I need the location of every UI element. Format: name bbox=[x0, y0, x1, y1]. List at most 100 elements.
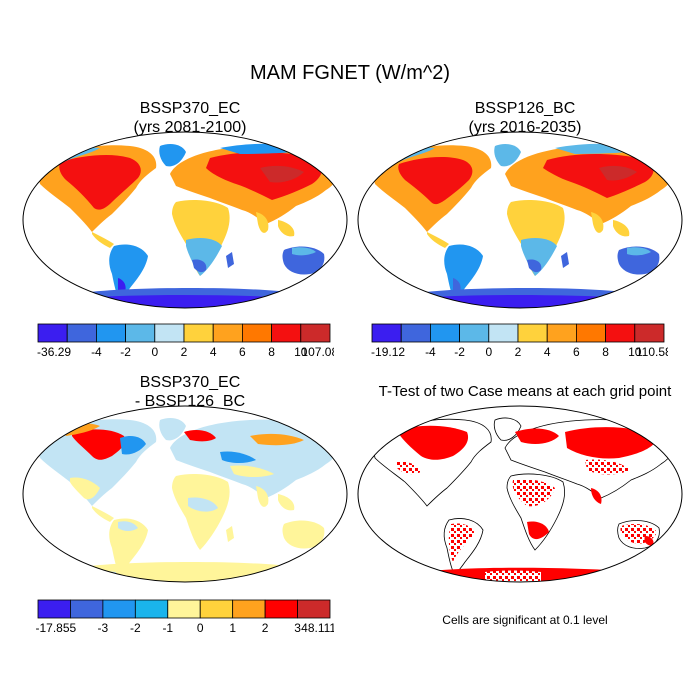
colorbar-label: -1 bbox=[162, 621, 173, 635]
panel-3-colorbar-boxes bbox=[37, 599, 331, 619]
colorbar-box bbox=[488, 323, 519, 343]
colorbar-box bbox=[575, 323, 606, 343]
panel-1-title: BSSP370_EC (yrs 2081-2100) bbox=[50, 99, 330, 137]
colorbar-label: 1 bbox=[229, 621, 236, 635]
panel-4-note: Cells are significant at 0.1 level bbox=[442, 613, 608, 627]
p2-australia-north bbox=[627, 247, 651, 256]
colorbar-box bbox=[271, 323, 302, 343]
panel-4-map bbox=[357, 405, 683, 583]
p3-se-asia bbox=[278, 494, 295, 511]
colorbar-label: 6 bbox=[573, 345, 580, 359]
colorbar-label: 0 bbox=[151, 345, 158, 359]
p2-india bbox=[591, 212, 604, 233]
p4-sig-africa bbox=[512, 479, 555, 507]
panel-3-map bbox=[22, 405, 348, 583]
p3-africa bbox=[172, 474, 230, 550]
colorbar-box bbox=[212, 323, 243, 343]
colorbar-label: 0 bbox=[485, 345, 492, 359]
p3-madagascar bbox=[226, 526, 234, 542]
p1-antarctica-violet bbox=[80, 295, 300, 308]
panel-2-colorbar-boxes bbox=[371, 323, 665, 343]
colorbar-box bbox=[37, 323, 68, 343]
p2-antarctica-violet bbox=[415, 295, 635, 308]
panel-2-map bbox=[357, 131, 683, 309]
colorbar-box bbox=[634, 323, 665, 343]
panel-3-colorbar: -17.855 -3 -2 -1 0 1 2 3 48.111 bbox=[35, 599, 334, 635]
colorbar-label: -19.12 bbox=[371, 345, 405, 359]
p4-sig-asia2 bbox=[585, 459, 631, 475]
panel-3-title: BSSP370_EC - BSSP126_BC bbox=[50, 373, 330, 411]
colorbar-label: 110.58 bbox=[636, 345, 668, 359]
colorbar-box bbox=[605, 323, 636, 343]
p4-sig-sa bbox=[448, 523, 475, 562]
panel-3-title-line1: BSSP370_EC bbox=[139, 374, 241, 391]
p4-sig-na bbox=[399, 425, 469, 460]
colorbar-label: 2 bbox=[262, 621, 269, 635]
p2-eurasia-dark bbox=[599, 165, 637, 181]
p3-na-south bbox=[70, 477, 100, 500]
panel-3-title-line2: - BSSP126_BC bbox=[134, 393, 246, 410]
p4-coastlines bbox=[372, 417, 675, 577]
p2-central-america bbox=[427, 232, 449, 248]
colorbar-box bbox=[232, 599, 266, 619]
panel-4-title: T-Test of two Case means at each grid po… bbox=[378, 383, 672, 400]
p2-africa-deep bbox=[527, 259, 542, 273]
p3-na-red bbox=[72, 429, 126, 460]
panel-2-title: BSSP126_BC (yrs 2016-2035) bbox=[385, 99, 665, 137]
p3-na-blue bbox=[120, 436, 146, 455]
p4-sig-aus2 bbox=[644, 536, 654, 546]
colorbar-label: -36.29 bbox=[37, 345, 71, 359]
colorbar-box bbox=[66, 323, 97, 343]
p4-sig-eu bbox=[515, 428, 559, 444]
colorbar-label: 8 bbox=[602, 345, 609, 359]
p2-greenland bbox=[494, 144, 521, 167]
panel-3-colorbar-labels: -17.855 -3 -2 -1 0 1 2 3 48.111 bbox=[35, 621, 334, 635]
colorbar-box bbox=[459, 323, 490, 343]
colorbar-label: 2 bbox=[181, 345, 188, 359]
colorbar-box bbox=[297, 599, 331, 619]
colorbar-label: -3 bbox=[98, 621, 109, 635]
colorbar-box bbox=[199, 599, 234, 619]
colorbar-box bbox=[125, 323, 156, 343]
colorbar-box bbox=[70, 599, 104, 619]
colorbar-label: -4 bbox=[91, 345, 102, 359]
p4-sig-asia bbox=[565, 427, 659, 459]
colorbar-label: -2 bbox=[454, 345, 465, 359]
p1-india bbox=[256, 212, 269, 233]
p1-central-america bbox=[92, 232, 114, 248]
colorbar-box bbox=[134, 599, 169, 619]
p2-na-red bbox=[398, 157, 473, 205]
p3-africa-blue bbox=[188, 497, 218, 512]
p1-se-asia bbox=[278, 220, 295, 237]
colorbar-box bbox=[517, 323, 548, 343]
p2-africa bbox=[507, 200, 565, 276]
p1-australia-north bbox=[292, 247, 316, 256]
p2-madagascar bbox=[561, 252, 569, 268]
colorbar-label: 0 bbox=[197, 621, 204, 635]
p3-eurasia-yellow bbox=[230, 465, 274, 477]
p3-greenland bbox=[159, 418, 186, 441]
colorbar-label: -17.855 bbox=[35, 621, 76, 635]
colorbar-label: 6 bbox=[239, 345, 246, 359]
p4-sig-india bbox=[591, 488, 602, 504]
colorbar-box bbox=[102, 599, 136, 619]
colorbar-label: -2 bbox=[130, 621, 141, 635]
panel-2-title-line2: (yrs 2016-2035) bbox=[468, 119, 582, 136]
colorbar-box bbox=[300, 323, 331, 343]
p1-greenland bbox=[159, 144, 186, 167]
colorbar-box bbox=[154, 323, 185, 343]
panel-1-map bbox=[22, 131, 348, 309]
p3-india bbox=[256, 486, 269, 507]
p1-eurasia-dark bbox=[260, 165, 304, 183]
p1-madagascar bbox=[226, 252, 234, 268]
colorbar-box bbox=[546, 323, 577, 343]
panel-2-title-line1: BSSP126_BC bbox=[474, 100, 576, 117]
p3-eurasia-red bbox=[184, 430, 216, 442]
colorbar-box bbox=[183, 323, 214, 343]
colorbar-label: 3 bbox=[294, 621, 301, 635]
colorbar-label: 2 bbox=[515, 345, 522, 359]
colorbar-box bbox=[167, 599, 201, 619]
